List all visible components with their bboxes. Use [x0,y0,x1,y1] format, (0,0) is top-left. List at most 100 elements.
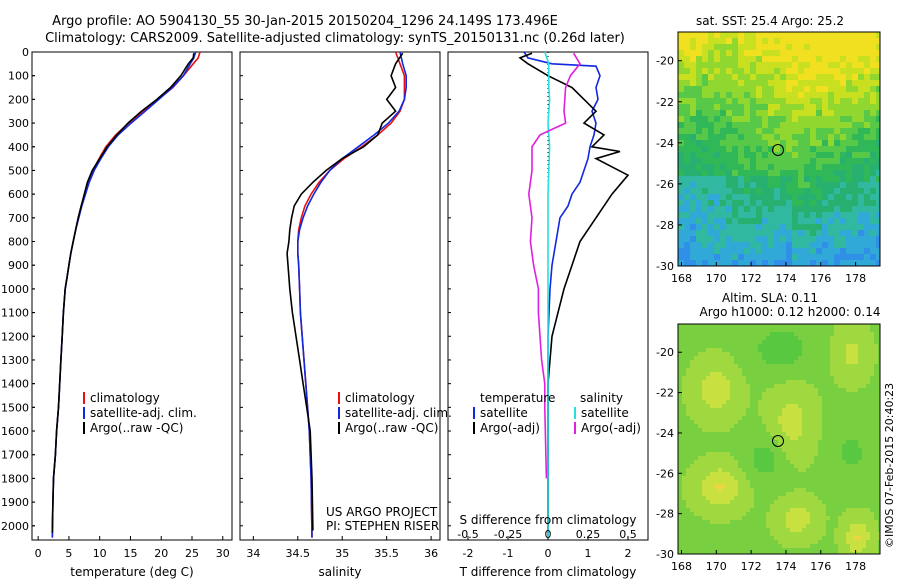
sla-cell [838,508,842,512]
sst-cell [774,212,780,218]
sst-cell [738,98,744,104]
sst-cell [726,62,732,68]
sla-cell [742,380,746,384]
sst-cell [696,188,702,194]
sla-cell [758,428,762,432]
sla-cell [850,500,854,504]
sla-cell [770,356,774,360]
sla-cell [878,536,880,540]
sla-cell [834,428,838,432]
sst-cell [786,116,792,122]
sla-cell [846,504,850,508]
sla-cell [678,432,682,436]
sla-cell [818,368,822,372]
sla-cell [858,512,862,516]
sla-cell [814,392,818,396]
sla-cell [746,444,750,448]
sst-cell [690,68,696,74]
sla-cell [806,464,810,468]
sla-cell [690,436,694,440]
sst-cell [774,92,780,98]
sst-cell [828,110,834,116]
sla-cell [694,512,698,516]
map-y-tick-label: -24 [656,427,674,440]
sst-cell [744,32,750,38]
sla-cell [754,408,758,412]
sla-cell [754,324,758,328]
sla-cell [746,368,750,372]
sla-cell [750,500,754,504]
sla-cell [738,548,742,552]
sla-cell [854,472,858,476]
sla-cell [862,508,866,512]
sla-cell [702,492,706,496]
sla-cell [814,432,818,436]
sst-cell [738,62,744,68]
sst-cell [690,56,696,62]
sst-cell [696,182,702,188]
sla-cell [746,552,750,554]
sla-cell [878,516,880,520]
sla-cell [822,512,826,516]
sst-cell [804,230,810,236]
sla-cell [846,404,850,408]
sst-cell [720,236,726,242]
sla-cell [878,484,880,488]
sla-cell [774,456,778,460]
sla-cell [762,488,766,492]
sst-cell [720,74,726,80]
sst-cell [690,110,696,116]
salinity-plot: 34 34.5 35 35.5 36 [240,51,438,560]
sla-cell [734,488,738,492]
sla-cell [822,520,826,524]
sst-cell [744,242,750,248]
sla-cell [794,344,798,348]
sst-cell [822,62,828,68]
sla-cell [830,336,834,340]
sla-cell [722,416,726,420]
sla-cell [798,548,802,552]
sla-cell [822,420,826,424]
sla-cell [762,380,766,384]
sla-cell [774,348,778,352]
sla-cell [810,412,814,416]
sla-cell [682,408,686,412]
sla-cell [758,460,762,464]
sla-cell [758,496,762,500]
sla-cell [682,440,686,444]
sla-cell [878,384,880,388]
sla-cell [690,536,694,540]
sla-cell [794,528,798,532]
sla-cell [846,332,850,336]
sla-cell [834,392,838,396]
sst-cell [696,218,702,224]
sla-cell [802,388,806,392]
sst-cell [798,224,804,230]
sla-cell [726,368,730,372]
sla-cell [694,492,698,496]
map-y-tick-label: -20 [656,346,674,359]
sst-cell [720,56,726,62]
map-x-tick-label: 168 [671,272,692,285]
sst-cell [762,170,768,176]
sla-cell [846,520,850,524]
sla-cell [690,352,694,356]
series-line-satellite-adj-clim [51,51,197,538]
sst-cell [750,176,756,182]
sla-cell [750,536,754,540]
sst-cell [684,110,690,116]
sla-cell [742,484,746,488]
sla-cell [802,524,806,528]
sla-cell [738,432,742,436]
sst-cell [690,38,696,44]
sla-cell [746,476,750,480]
sst-cell [858,80,864,86]
sla-cell [866,376,870,380]
sla-cell [858,392,862,396]
sst-cell [816,50,822,56]
sst-cell [768,44,774,50]
sla-cell [726,336,730,340]
sla-cell [778,428,782,432]
sst-cell [870,164,876,170]
sst-cell [804,92,810,98]
